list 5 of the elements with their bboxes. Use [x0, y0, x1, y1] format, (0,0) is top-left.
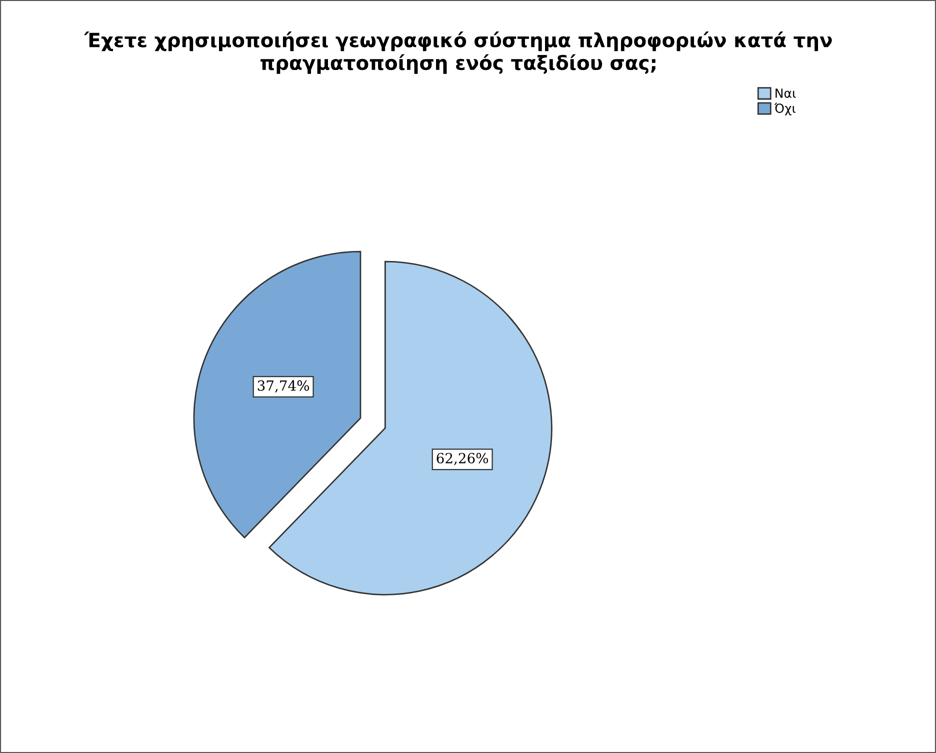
data-label: 62,26%	[436, 452, 488, 466]
legend-label: Ναι	[776, 88, 796, 98]
data-label: 37,74%	[258, 380, 310, 393]
legend-label: Όχι	[774, 102, 796, 116]
chart-title: Έχετε χρησιμοποιήσει γεωγραφικό σύστημα πληροφοριών κατά την πραγματοποίηση ενός ταξιδίου σας;	[84, 32, 832, 74]
